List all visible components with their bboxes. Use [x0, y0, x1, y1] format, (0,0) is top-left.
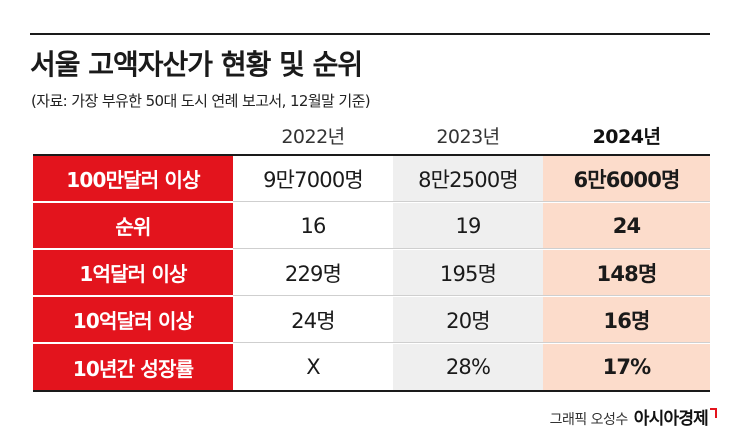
graphic-credit: 그래픽 오성수	[549, 412, 629, 428]
table-row: 10억달러 이상 24명 20명 16명	[33, 296, 710, 343]
header-corner	[33, 116, 233, 154]
data-table: 2022년 2023년 2024년 100만달러 이상 9만7000명 8만25…	[33, 116, 710, 392]
column-header-2023: 2023년	[436, 125, 500, 148]
table-cell: 148명	[543, 250, 710, 296]
table-cell: 16	[233, 203, 393, 249]
row-label: 100만달러 이상	[33, 156, 233, 202]
row-label: 1억달러 이상	[33, 250, 233, 296]
logo-mark-icon	[710, 408, 717, 418]
row-label: 순위	[33, 203, 233, 249]
table-cell: 195명	[393, 250, 543, 296]
row-label: 10억달러 이상	[33, 297, 233, 343]
source-note: (자료: 가장 부유한 50대 도시 연례 보고서, 12월말 기준)	[31, 92, 371, 110]
credit-line: 그래픽 오성수 아시아경제	[550, 404, 717, 429]
row-label: 10년간 성장률	[33, 344, 233, 390]
table-row: 순위 16 19 24	[33, 202, 710, 249]
header-row: 2022년 2023년 2024년	[33, 116, 710, 154]
table-cell: 24명	[233, 297, 393, 343]
table-cell: 20명	[393, 297, 543, 343]
top-rule	[30, 33, 710, 35]
table-cell: 9만7000명	[233, 156, 393, 202]
table-cell: 8만2500명	[393, 156, 543, 202]
table-cell: 28%	[393, 344, 543, 390]
table-cell: 19	[393, 203, 543, 249]
table-cell: X	[233, 344, 393, 390]
chart-title: 서울 고액자산가 현황 및 순위	[30, 48, 363, 81]
table-cell: 17%	[543, 344, 710, 390]
table-cell: 6만6000명	[543, 156, 710, 202]
table-cell: 16명	[543, 297, 710, 343]
column-header-2024: 2024년	[592, 125, 661, 148]
table-cell: 229명	[233, 250, 393, 296]
publisher-logo: 아시아경제	[633, 409, 709, 429]
column-header-2022: 2022년	[281, 125, 345, 148]
table-cell: 24	[543, 203, 710, 249]
table-row: 10년간 성장률 X 28% 17%	[33, 343, 710, 392]
table-row: 1억달러 이상 229명 195명 148명	[33, 249, 710, 296]
table-row: 100만달러 이상 9만7000명 8만2500명 6만6000명	[33, 154, 710, 202]
